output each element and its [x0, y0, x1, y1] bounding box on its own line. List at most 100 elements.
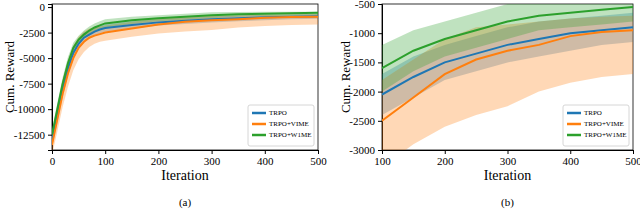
x-tick: 300 — [500, 150, 517, 167]
y-tick-mark — [378, 33, 382, 34]
y-tick-label: -7500 — [19, 78, 45, 90]
x-tick-label: 0 — [50, 155, 56, 167]
legend-label: TRPO+W1ME — [269, 131, 311, 139]
y-tick: -1500 — [349, 56, 382, 68]
x-axis-line — [53, 151, 319, 155]
y-tick-label: -2500 — [19, 27, 45, 39]
x-tick-label: 200 — [151, 155, 168, 167]
x-tick-label: 500 — [625, 155, 640, 167]
series-line — [52, 16, 318, 140]
y-tick-label: -2500 — [349, 115, 375, 127]
y-axis: -12500 -10000 -7500 -5000 -2500 0 — [14, 1, 53, 150]
x-axis: 100 200 300 400 500 — [374, 150, 640, 167]
x-tick: 100 — [374, 150, 391, 167]
y-tick: -2000 — [349, 86, 382, 98]
x-tick: 300 — [204, 150, 221, 167]
x-tick-mark — [212, 150, 213, 154]
x-axis-title: Iteration — [484, 168, 531, 183]
y-axis: -3000 -2500 -2000 -1500 -1000 -500 — [349, 0, 382, 156]
y-tick-label: -10000 — [14, 103, 46, 115]
y-tick: -1000 — [349, 27, 382, 39]
y-tick-mark — [48, 33, 52, 34]
y-tick-label: -1500 — [349, 56, 375, 68]
legend-swatch — [567, 134, 581, 137]
series-line — [382, 27, 633, 94]
x-tick-mark — [633, 150, 634, 154]
x-axis: 0 100 200 300 400 500 — [50, 150, 328, 167]
y-tick-mark — [378, 92, 382, 93]
y-tick: -2500 — [19, 27, 52, 39]
x-axis-line — [383, 151, 634, 155]
x-tick-mark — [445, 150, 446, 154]
y-tick: -12500 — [14, 129, 52, 141]
x-tick: 500 — [310, 150, 327, 167]
y-tick-mark — [48, 84, 52, 85]
y-tick: -5000 — [19, 52, 52, 64]
y-tick: -2500 — [349, 115, 382, 127]
x-tick: 0 — [50, 150, 56, 167]
x-tick: 500 — [625, 150, 640, 167]
x-tick-mark — [318, 150, 319, 154]
legend-label: TRPO+W1ME — [584, 131, 626, 139]
x-tick-mark — [105, 150, 106, 154]
panel: 100 200 300 400 500 -3000 -2500 -2000 -1500 -1000… — [338, 0, 640, 209]
y-axis-line — [48, 5, 53, 151]
y-tick-mark — [48, 109, 52, 110]
x-tick-mark — [158, 150, 159, 154]
y-tick-label: -500 — [355, 0, 376, 10]
y-tick-mark — [378, 4, 382, 5]
x-tick-label: 100 — [97, 155, 114, 167]
y-tick: -500 — [355, 0, 382, 10]
x-tick: 200 — [151, 150, 168, 167]
x-tick-mark — [265, 150, 266, 154]
y-tick-mark — [48, 58, 52, 59]
y-tick-label: -5000 — [19, 52, 45, 64]
y-tick-label: -2000 — [349, 86, 375, 98]
x-tick-label: 400 — [563, 155, 580, 167]
x-tick-label: 100 — [374, 155, 391, 167]
y-tick-label: -1000 — [349, 27, 375, 39]
legend-swatch — [567, 112, 581, 115]
legend-swatch — [567, 123, 581, 126]
series-line — [52, 13, 318, 135]
legend-label: TRPO+VIME — [269, 120, 309, 128]
x-tick-label: 300 — [204, 155, 221, 167]
x-tick-label: 300 — [500, 155, 517, 167]
x-tick-label: 500 — [310, 155, 327, 167]
legend: TRPO TRPO+VIME TRPO+W1ME — [563, 105, 629, 146]
y-axis-line — [378, 5, 383, 151]
y-axis-title: Cum. Reward — [338, 40, 353, 113]
plot-area — [52, 12, 318, 150]
panel-title: (b) — [501, 196, 514, 209]
x-tick: 400 — [257, 150, 274, 167]
y-tick-mark — [378, 150, 382, 151]
x-axis-title: Iteration — [161, 168, 208, 183]
y-tick-mark — [48, 7, 52, 8]
panel-title: (a) — [179, 196, 192, 209]
plot-area — [382, 4, 633, 150]
legend-label: TRPO — [584, 109, 602, 117]
band — [52, 14, 318, 150]
y-tick-mark — [378, 121, 382, 122]
y-axis-title: Cum. Reward — [2, 40, 17, 113]
y-tick-label: -3000 — [349, 144, 375, 156]
legend-label: TRPO+VIME — [584, 120, 624, 128]
x-tick-mark — [508, 150, 509, 154]
y-tick: -3000 — [349, 144, 382, 156]
y-tick: -10000 — [14, 103, 52, 115]
x-tick: 200 — [437, 150, 454, 167]
legend-box — [563, 105, 629, 146]
legend-swatch — [252, 123, 266, 126]
y-tick: -7500 — [19, 78, 52, 90]
panel: 0 100 200 300 400 500 -12500 -10000 -7500 -5000 -2… — [2, 1, 328, 209]
legend-label: TRPO — [269, 109, 287, 117]
y-tick-label: 0 — [40, 1, 46, 13]
y-tick-mark — [378, 62, 382, 63]
x-tick-mark — [570, 150, 571, 154]
x-tick-label: 200 — [437, 155, 454, 167]
legend-box — [248, 105, 314, 146]
band — [52, 14, 318, 147]
y-tick: 0 — [40, 1, 53, 13]
x-tick: 100 — [97, 150, 114, 167]
legend-swatch — [252, 134, 266, 137]
